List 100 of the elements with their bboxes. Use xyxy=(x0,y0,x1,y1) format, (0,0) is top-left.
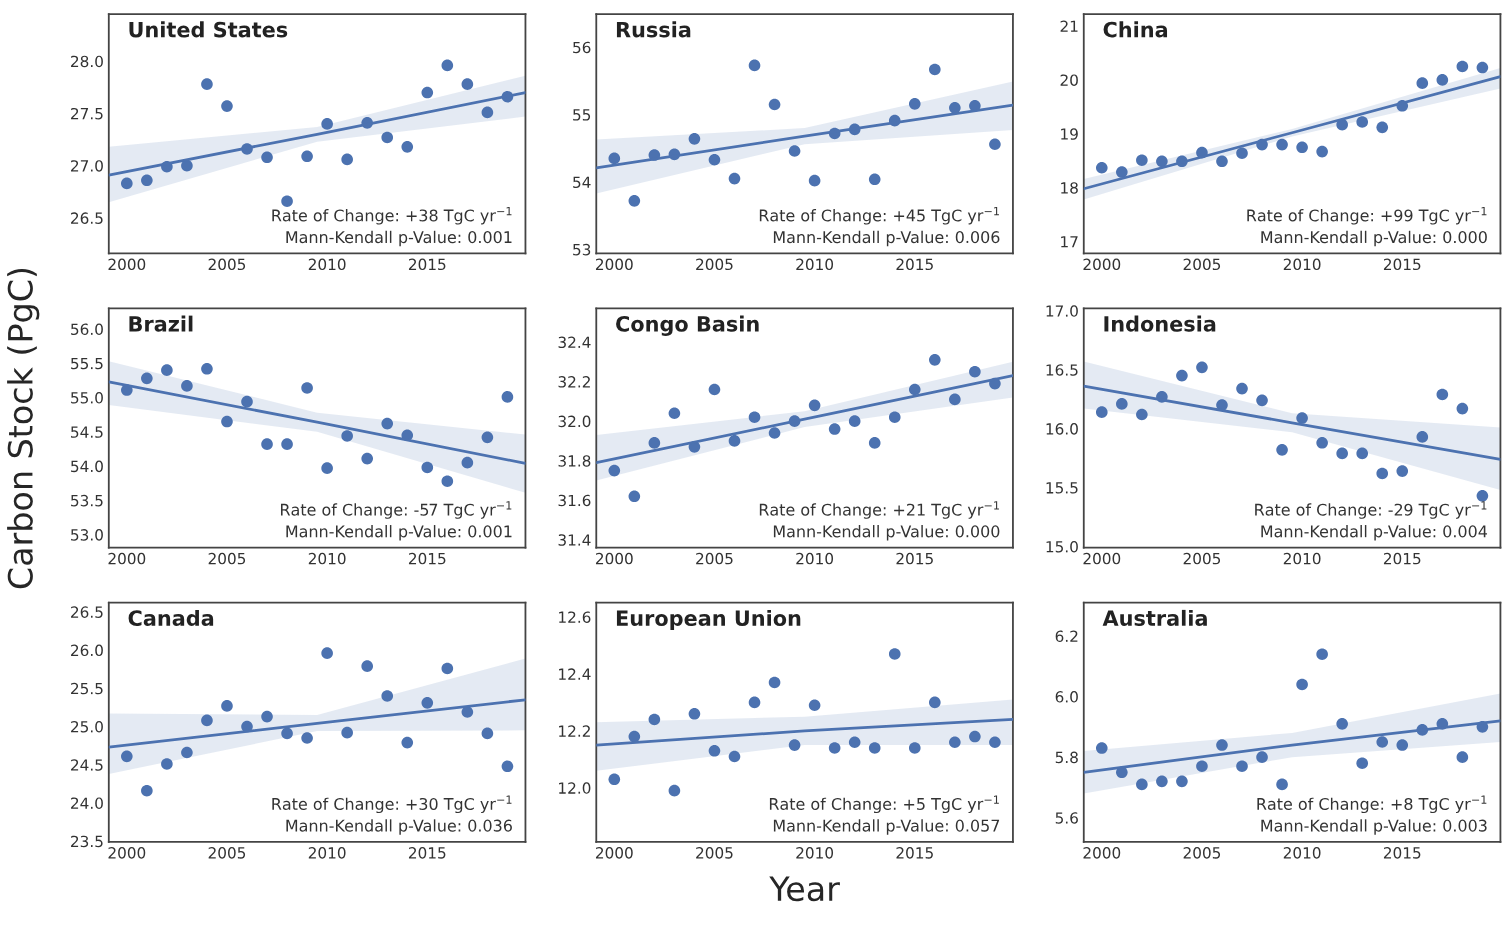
point xyxy=(888,411,901,423)
y-tick-label: 54 xyxy=(573,176,591,189)
annotation: Rate of Change: +99 TgC yr$^{−1}$ xyxy=(1247,206,1487,225)
point xyxy=(301,382,313,394)
annotation: Mann-Kendall p-Value: 0.003 xyxy=(1261,819,1487,835)
point xyxy=(808,399,821,412)
y-tick-label: 21 xyxy=(1060,20,1078,32)
x-tick-label: 2010 xyxy=(796,552,834,565)
annotation: Rate of Change: +21 TgC yr$^{−1}$ xyxy=(759,501,999,519)
x-tick-label: 2010 xyxy=(308,847,346,859)
point xyxy=(608,773,621,786)
point xyxy=(1356,116,1369,128)
x-tick-label: 2015 xyxy=(896,552,933,565)
point xyxy=(728,172,741,185)
point xyxy=(1396,739,1409,751)
annotation: Rate of Change: -57 TgC yr$^{−1}$ xyxy=(281,501,512,519)
point xyxy=(708,383,721,396)
point xyxy=(608,464,621,477)
point xyxy=(1236,760,1248,773)
y-tick-label: 16.0 xyxy=(1046,423,1078,435)
point xyxy=(1176,775,1188,788)
point xyxy=(969,365,981,378)
point xyxy=(221,700,233,712)
point xyxy=(461,456,474,469)
point xyxy=(628,195,641,207)
y-tick-label: 53.5 xyxy=(71,494,103,507)
chart-title: Canada xyxy=(128,609,214,627)
point xyxy=(261,151,273,164)
point xyxy=(708,744,721,757)
point xyxy=(1356,447,1369,460)
point xyxy=(241,395,253,408)
y-axis-title: Carbon Stock (PgC) xyxy=(7,268,40,589)
chart-title: Indonesia xyxy=(1104,315,1216,332)
point xyxy=(201,714,213,727)
point xyxy=(441,59,454,72)
annotation: Mann-Kendall p-Value: 0.001 xyxy=(286,525,512,541)
point xyxy=(141,174,153,187)
x-tick-label: 2005 xyxy=(208,552,246,565)
point xyxy=(1316,436,1328,449)
point xyxy=(1116,398,1128,410)
y-tick-label: 19 xyxy=(1061,128,1078,140)
x-tick-label: 2015 xyxy=(1383,847,1421,859)
point xyxy=(481,727,494,740)
point xyxy=(161,758,173,770)
point xyxy=(848,415,861,427)
point xyxy=(401,141,414,153)
point xyxy=(281,195,293,207)
x-tick-label: 2005 xyxy=(1183,258,1221,271)
point xyxy=(1376,736,1389,748)
point xyxy=(1396,465,1409,477)
y-tick-label: 32.0 xyxy=(558,415,591,428)
x-tick-label: 2000 xyxy=(108,552,146,565)
chart-title: China xyxy=(1103,21,1168,38)
point xyxy=(768,427,781,439)
point xyxy=(728,750,741,763)
point xyxy=(441,662,454,675)
x-tick-label: 2005 xyxy=(1183,552,1221,565)
point xyxy=(141,372,153,385)
point xyxy=(441,475,454,487)
point xyxy=(949,102,961,114)
x-tick-label: 2000 xyxy=(595,258,633,271)
x-tick-label: 2000 xyxy=(595,847,633,859)
annotation: Mann-Kendall p-Value: 0.000 xyxy=(1261,230,1487,247)
point xyxy=(1336,718,1348,730)
point xyxy=(321,647,333,659)
point xyxy=(341,726,353,739)
point xyxy=(461,78,474,90)
y-tick-label: 56 xyxy=(573,41,591,54)
point xyxy=(1436,388,1449,401)
point xyxy=(1476,61,1489,74)
x-tick-label: 2010 xyxy=(1283,258,1321,271)
point xyxy=(1436,74,1449,86)
point xyxy=(301,732,313,744)
point xyxy=(688,133,701,145)
point xyxy=(1236,147,1248,160)
x-tick-label: 2000 xyxy=(1083,552,1121,565)
x-tick-label: 2010 xyxy=(308,258,346,271)
point xyxy=(828,742,841,754)
x-tick-label: 2005 xyxy=(696,847,733,859)
point xyxy=(828,423,841,435)
point xyxy=(608,152,621,165)
point xyxy=(1296,141,1308,154)
x-tick-label: 2010 xyxy=(308,552,346,565)
y-tick-label: 12.6 xyxy=(559,611,591,623)
y-tick-label: 31.8 xyxy=(558,455,591,467)
point xyxy=(1456,60,1469,73)
y-tick-label: 53.0 xyxy=(71,529,103,541)
y-tick-label: 20 xyxy=(1060,74,1078,86)
point xyxy=(929,696,941,709)
point xyxy=(628,730,641,743)
x-tick-label: 2000 xyxy=(108,847,146,859)
annotation: Mann-Kendall p-Value: 0.057 xyxy=(773,819,1000,835)
x-tick-label: 2005 xyxy=(1183,847,1221,859)
y-tick-label: 6.0 xyxy=(1055,691,1078,703)
y-tick-label: 24.5 xyxy=(71,759,103,771)
x-tick-label: 2000 xyxy=(1083,847,1121,859)
y-tick-label: 5.6 xyxy=(1055,812,1078,824)
y-tick-label: 53 xyxy=(573,243,591,256)
point xyxy=(261,438,273,450)
y-tick-label: 15.0 xyxy=(1046,540,1078,553)
